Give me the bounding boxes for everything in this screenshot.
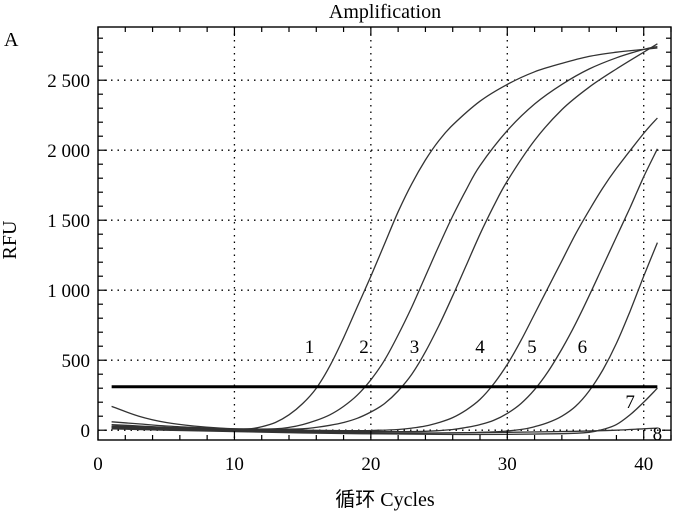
curve-7 bbox=[111, 387, 658, 436]
y-tick-label: 0 bbox=[81, 421, 91, 442]
grid bbox=[98, 27, 671, 440]
x-axis-label: 循环 Cycles bbox=[335, 488, 435, 511]
curve-label-3: 3 bbox=[410, 337, 420, 358]
plot-frame bbox=[97, 26, 672, 441]
x-tick-label: 0 bbox=[93, 454, 103, 475]
curve-label-6: 6 bbox=[578, 337, 588, 358]
curve-labels: 1 2 3 4 5 6 78 bbox=[305, 337, 662, 445]
x-tick-label: 10 bbox=[225, 454, 244, 475]
curve-label-4: 4 bbox=[475, 337, 485, 358]
curve-label-1: 1 bbox=[305, 337, 315, 358]
chart-title: Amplification bbox=[329, 1, 441, 23]
curve-2 bbox=[111, 45, 658, 430]
curve-label-7: 7 bbox=[625, 392, 635, 413]
x-tick-label: 20 bbox=[361, 454, 380, 475]
curves bbox=[111, 43, 659, 436]
y-tick-label: 1 000 bbox=[47, 281, 90, 302]
curve-label-5: 5 bbox=[527, 337, 537, 358]
panel-label: A bbox=[4, 29, 19, 51]
curve-4 bbox=[111, 117, 658, 432]
y-tick-label: 1 500 bbox=[47, 211, 90, 232]
curve-3 bbox=[111, 43, 658, 431]
y-tick-label: 2 500 bbox=[47, 71, 90, 92]
ticks: 0 10 20 30 40 0 500 1 000 1 500 2 000 2 500 bbox=[47, 27, 672, 475]
curve-label-2: 2 bbox=[359, 337, 369, 358]
curve-label-8: 8 bbox=[653, 424, 663, 445]
x-tick-label: 40 bbox=[634, 454, 653, 475]
curve-6 bbox=[111, 242, 659, 434]
x-tick-label: 30 bbox=[498, 454, 517, 475]
curve-5 bbox=[111, 148, 658, 433]
curve-1 bbox=[111, 47, 658, 430]
curve-8 bbox=[111, 427, 658, 435]
y-tick-label: 500 bbox=[62, 351, 91, 372]
y-axis-label: RFU bbox=[0, 220, 21, 259]
y-tick-label: 2 000 bbox=[47, 141, 90, 162]
